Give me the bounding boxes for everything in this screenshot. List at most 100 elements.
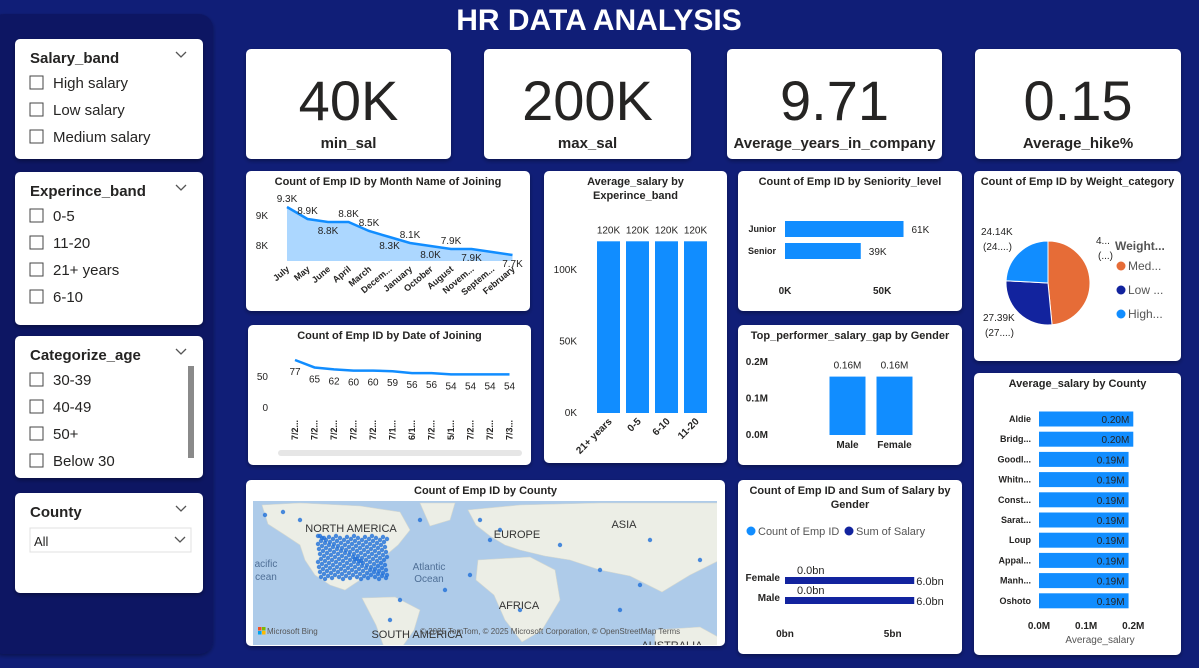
y-tick-label: 0K xyxy=(565,408,578,419)
checkbox[interactable] xyxy=(29,102,44,117)
map-point xyxy=(373,553,379,559)
map-point xyxy=(315,559,321,565)
map-point xyxy=(325,573,331,579)
chevron[interactable] xyxy=(175,505,187,512)
map-point xyxy=(350,572,356,578)
map-point xyxy=(322,540,328,546)
map-point xyxy=(322,576,328,582)
map-point xyxy=(370,556,376,562)
x-tick-label: 0.2M xyxy=(1122,621,1144,632)
percent-label: (24....) xyxy=(983,242,1012,253)
map-point xyxy=(346,552,352,558)
land xyxy=(654,626,717,645)
map-point xyxy=(327,547,333,553)
y-tick-label: Female xyxy=(746,573,781,584)
data-label: 7.9K xyxy=(441,236,462,247)
data-label: 0.0bn xyxy=(797,565,825,577)
map-point xyxy=(315,541,321,547)
data-label: 8.8K xyxy=(318,226,339,237)
map-point xyxy=(330,562,336,568)
data-label: 4... xyxy=(1096,236,1110,247)
y-tick-label: 100K xyxy=(554,265,578,276)
checkbox[interactable] xyxy=(29,75,44,90)
map-point xyxy=(318,574,324,580)
checkbox[interactable] xyxy=(29,426,44,441)
data-label: 8.1K xyxy=(400,230,421,241)
data-label: 39K xyxy=(869,247,887,258)
x-tick-label: 7/2... xyxy=(349,420,359,440)
dropdown[interactable] xyxy=(29,527,192,553)
kpi-label: Average_hike% xyxy=(1023,135,1133,152)
x-tick-label: 7/2... xyxy=(310,420,320,440)
data-label: 0.16M xyxy=(881,361,909,372)
map-point xyxy=(382,544,388,550)
map-point xyxy=(375,563,381,569)
chart-title-box: Count of Emp ID and Sum of Salary by Gen… xyxy=(749,485,950,511)
data-label: 54 xyxy=(465,381,477,392)
chevron[interactable] xyxy=(175,184,187,191)
bar xyxy=(626,241,649,413)
map-point xyxy=(328,552,334,558)
map-point xyxy=(360,568,366,574)
map-point xyxy=(359,563,365,569)
map-point xyxy=(383,575,389,581)
area xyxy=(287,207,513,261)
bar xyxy=(684,241,707,413)
map-point xyxy=(342,542,348,548)
chevron[interactable] xyxy=(175,348,187,355)
data-label: 24.14K xyxy=(981,227,1013,238)
chart-title: Average_salary by Experince_band xyxy=(587,176,684,202)
map-point xyxy=(357,571,363,577)
data-label: 56 xyxy=(406,380,418,391)
checkbox[interactable] xyxy=(29,399,44,414)
x-tick-label: 7/2... xyxy=(290,420,300,440)
x-tick-label: 6/1... xyxy=(407,420,417,440)
x-tick-label: 5bn xyxy=(884,629,902,640)
map-label: EUROPE xyxy=(494,529,540,541)
data-label: 60 xyxy=(367,378,379,389)
map-point xyxy=(371,543,377,549)
map-point xyxy=(364,544,370,550)
map-point xyxy=(326,560,332,566)
map-point xyxy=(345,539,351,545)
checkbox[interactable] xyxy=(29,235,44,250)
map-point xyxy=(384,554,390,560)
bar xyxy=(1039,472,1129,488)
checkbox[interactable] xyxy=(29,129,44,144)
map-point xyxy=(617,607,623,613)
map-point xyxy=(343,555,349,561)
map-point xyxy=(337,535,343,541)
map-point xyxy=(336,556,342,562)
checkbox[interactable] xyxy=(29,208,44,223)
checkbox[interactable] xyxy=(29,289,44,304)
map-point xyxy=(362,534,368,540)
chevron[interactable] xyxy=(174,536,186,543)
checkbox[interactable] xyxy=(29,453,44,468)
checkbox[interactable] xyxy=(29,372,44,387)
legend-swatch xyxy=(746,526,756,536)
chevron[interactable] xyxy=(175,51,187,58)
slicer-title: Categorize_age xyxy=(30,347,141,364)
map-point xyxy=(339,553,345,559)
chart-title: Average_salary by County xyxy=(1008,378,1147,390)
map-point xyxy=(380,534,386,540)
slicer-item: 21+ years xyxy=(53,262,119,279)
y-tick-label: Const... xyxy=(998,495,1031,505)
map-point xyxy=(280,509,286,515)
pie-slice xyxy=(1005,240,1049,284)
map-point xyxy=(338,548,344,554)
chart-title: Count of Emp ID by County xyxy=(414,485,557,497)
y-tick-label: Manh... xyxy=(1000,576,1031,586)
checkbox[interactable] xyxy=(29,262,44,277)
x-tick-label: 0.1M xyxy=(1075,621,1097,632)
map-point xyxy=(376,550,382,556)
chart-title-box: Top_performer_salary_gap by Gender xyxy=(751,330,949,342)
x-tick-label: Male xyxy=(836,440,859,451)
map-point xyxy=(371,569,377,575)
map-point xyxy=(345,565,351,571)
map-point xyxy=(371,561,377,567)
legend-swatch xyxy=(1116,261,1126,271)
kpi-value: 40K xyxy=(299,69,399,132)
y-tick-label: Whitn... xyxy=(999,475,1032,485)
